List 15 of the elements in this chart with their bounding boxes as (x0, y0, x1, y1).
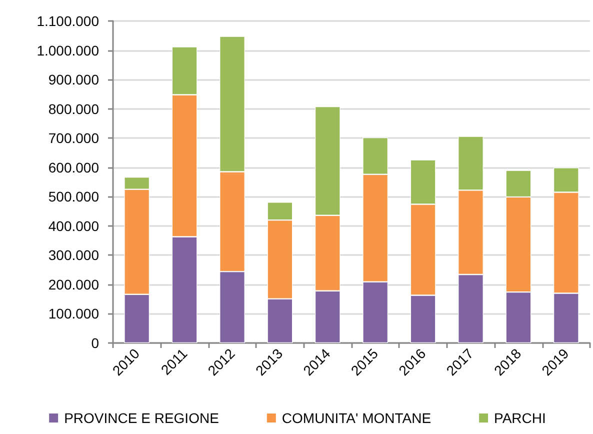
y-tick-label: 0 (91, 335, 100, 351)
y-tick-label: 600.000 (48, 159, 100, 176)
y-tick-label: 1.000.000 (36, 42, 100, 58)
y-tick-label: 900.000 (48, 72, 100, 88)
y-tick-label: 800.000 (48, 100, 100, 117)
y-tick-label: 700.000 (48, 130, 100, 146)
y-tick-label: 400.000 (48, 218, 100, 234)
y-tick-label: 500.000 (48, 188, 100, 205)
y-tick-label: 100.000 (48, 306, 100, 322)
legend-label: COMUNITA' MONTANE (282, 410, 432, 426)
legend-label: PARCHI (494, 410, 546, 426)
y-tick-label: 1.100.000 (36, 13, 100, 29)
legend-label: PROVINCE E REGIONE (64, 410, 219, 426)
y-tick-label: 200.000 (48, 276, 100, 292)
y-tick-label: 300.000 (48, 247, 100, 264)
